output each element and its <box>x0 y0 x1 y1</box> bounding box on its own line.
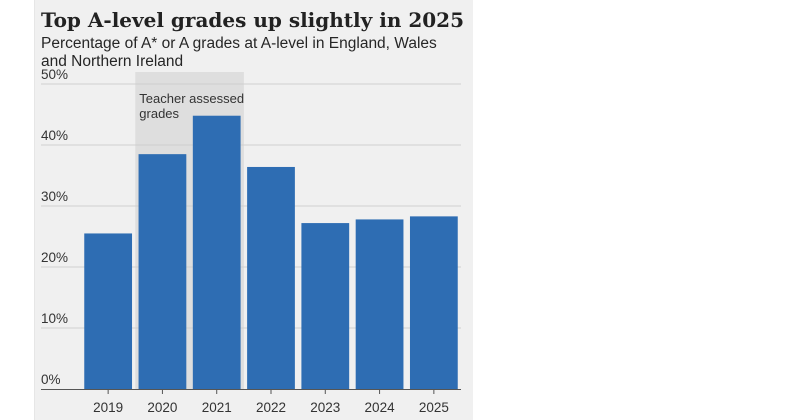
chart-subtitle: Percentage of A* or A grades at A-level … <box>41 35 437 70</box>
x-tick-label: 2024 <box>365 400 396 415</box>
y-tick-label: 0% <box>41 372 61 387</box>
bar-2019 <box>84 233 133 389</box>
bar-2021 <box>192 115 241 389</box>
x-tick-label: 2022 <box>256 400 286 415</box>
annotation-text: Teacher assessed <box>139 91 244 106</box>
bar-2024 <box>355 219 404 389</box>
y-tick-label: 20% <box>41 250 68 265</box>
chart-card: Top A-level grades up slightly in 2025 P… <box>34 0 473 420</box>
chart-title: Top A-level grades up slightly in 2025 <box>41 8 464 32</box>
bar-2020 <box>138 154 187 389</box>
x-tick-label: 2021 <box>202 400 232 415</box>
x-tick-label: 2023 <box>310 400 340 415</box>
x-tick-label: 2020 <box>147 400 177 415</box>
x-tick-label: 2025 <box>419 400 449 415</box>
bar-2023 <box>301 223 350 389</box>
annotation-text: grades <box>139 106 179 121</box>
x-tick-label: 2019 <box>93 400 123 415</box>
y-tick-label: 30% <box>41 189 68 204</box>
bar-2022 <box>247 166 295 389</box>
y-tick-label: 40% <box>41 128 68 143</box>
bar-2025 <box>409 216 458 389</box>
y-tick-label: 10% <box>41 311 68 326</box>
y-tick-label: 50% <box>41 67 68 82</box>
